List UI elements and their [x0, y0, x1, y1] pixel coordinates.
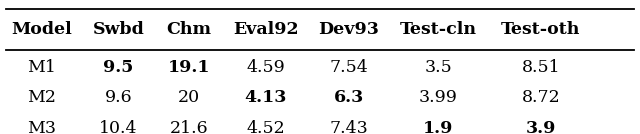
Text: 1.9: 1.9	[423, 120, 454, 134]
Text: 3.99: 3.99	[419, 89, 458, 106]
Text: 7.54: 7.54	[330, 59, 368, 75]
Text: Swbd: Swbd	[93, 21, 144, 38]
Text: 10.4: 10.4	[99, 120, 138, 134]
Text: 4.52: 4.52	[246, 120, 285, 134]
Text: M1: M1	[27, 59, 56, 75]
Text: M2: M2	[27, 89, 56, 106]
Text: Eval92: Eval92	[233, 21, 298, 38]
Text: 9.5: 9.5	[103, 59, 134, 75]
Text: M3: M3	[27, 120, 56, 134]
Text: 9.6: 9.6	[104, 89, 132, 106]
Text: Test-cln: Test-cln	[400, 21, 477, 38]
Text: 4.13: 4.13	[244, 89, 287, 106]
Text: 20: 20	[178, 89, 200, 106]
Text: 6.3: 6.3	[333, 89, 364, 106]
Text: 3.9: 3.9	[525, 120, 556, 134]
Text: 21.6: 21.6	[170, 120, 208, 134]
Text: Dev93: Dev93	[318, 21, 380, 38]
Text: Test-oth: Test-oth	[501, 21, 580, 38]
Text: Model: Model	[12, 21, 72, 38]
Text: 7.43: 7.43	[330, 120, 368, 134]
Text: Chm: Chm	[166, 21, 211, 38]
Text: 8.51: 8.51	[522, 59, 560, 75]
Text: 4.59: 4.59	[246, 59, 285, 75]
Text: 19.1: 19.1	[168, 59, 210, 75]
Text: 8.72: 8.72	[522, 89, 560, 106]
Text: 3.5: 3.5	[424, 59, 452, 75]
